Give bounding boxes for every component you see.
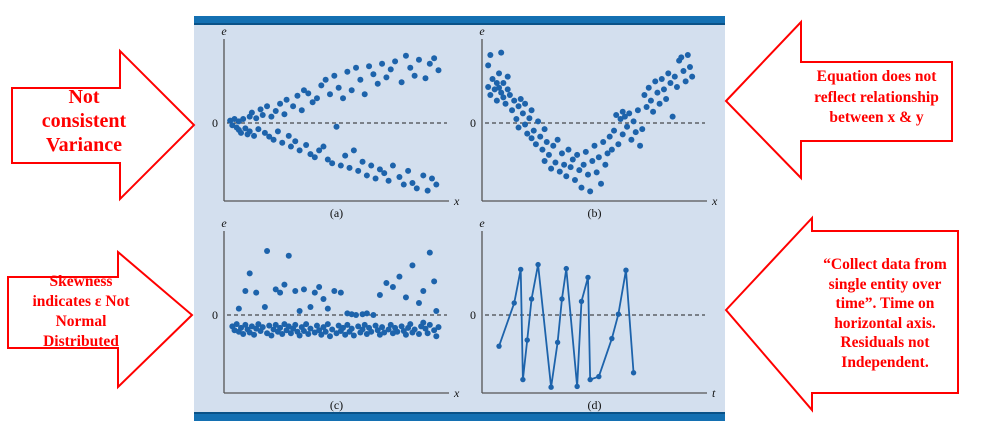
callout-wrong-equation: Equation does not reflect relationship b… [724, 19, 956, 181]
callout-time-dependence: “Collect data from single entity over ti… [722, 214, 962, 414]
plot-d-caption: (d) [587, 398, 602, 412]
right-arrow-icon [7, 249, 194, 390]
residual-plot-b-canvas: e 0 x [470, 24, 718, 208]
callout-line: Variance [46, 134, 122, 156]
residual-plot-d-canvas: e 0 t [470, 216, 716, 400]
plot-b-caption: (b) [587, 206, 602, 220]
residual-plot-d: e 0 t (d) [462, 216, 720, 414]
callout-line: Normal [55, 313, 107, 330]
callout-wrong-equation-text: Equation does not reflect relationship b… [801, 67, 952, 129]
plot-c-caption: (c) [329, 398, 344, 412]
callout-line: Independent. [841, 353, 929, 371]
left-arrow-icon [724, 215, 959, 413]
callout-line: consistent [41, 110, 127, 132]
callout-line: indicates ε Not [32, 293, 130, 310]
svg-text:x: x [453, 194, 460, 208]
callout-time-dependence-text: “Collect data from single entity over ti… [812, 255, 958, 372]
plot-a-caption: (a) [329, 206, 344, 220]
callout-line: Residuals not [840, 334, 930, 351]
svg-text:e: e [479, 216, 485, 230]
callout-line: time”. Time on [835, 295, 935, 312]
callout-line: single entity over [828, 275, 942, 293]
callout-line: “Collect data from [823, 256, 947, 273]
callout-nonconstant-variance-text: Not consistent Variance [14, 85, 154, 157]
svg-text:e: e [221, 216, 227, 230]
svg-text:x: x [453, 386, 460, 400]
residual-plot-a-canvas: e 0 x [212, 24, 460, 208]
right-arrow-icon [11, 48, 196, 202]
svg-text:e: e [221, 24, 227, 38]
figure-panel: e 0 x (a) e 0 x (b) e 0 x (c) e 0 t (d) [194, 16, 725, 421]
callout-line: reflect relationship [814, 88, 939, 106]
residual-plot-a: e 0 x (a) [204, 24, 462, 222]
callout-line: Equation does not [816, 68, 937, 85]
svg-text:0: 0 [470, 308, 476, 322]
callout-line: Distributed [43, 333, 119, 350]
callout-nonconstant-variance: Not consistent Variance [8, 45, 198, 205]
residual-plot-c: e 0 x (c) [204, 216, 462, 414]
svg-text:0: 0 [212, 308, 218, 322]
left-arrow-icon [724, 19, 953, 181]
svg-text:0: 0 [470, 116, 476, 130]
panel-bottom-bar [194, 412, 725, 421]
callout-line: Skewness [49, 273, 113, 290]
callout-line: between x & y [829, 109, 924, 126]
svg-text:x: x [711, 194, 718, 208]
svg-text:0: 0 [212, 116, 218, 130]
residual-plot-c-canvas: e 0 x [212, 216, 460, 400]
residual-plot-b: e 0 x (b) [462, 24, 720, 222]
panel-top-bar [194, 16, 725, 25]
callout-skewness: Skewness indicates ε Not Normal Distribu… [6, 248, 196, 390]
callout-line: Not [68, 86, 100, 108]
callout-line: horizontal axis. [834, 314, 936, 332]
svg-text:t: t [712, 386, 716, 400]
callout-skewness-text: Skewness indicates ε Not Normal Distribu… [11, 272, 151, 352]
svg-text:e: e [479, 24, 485, 38]
